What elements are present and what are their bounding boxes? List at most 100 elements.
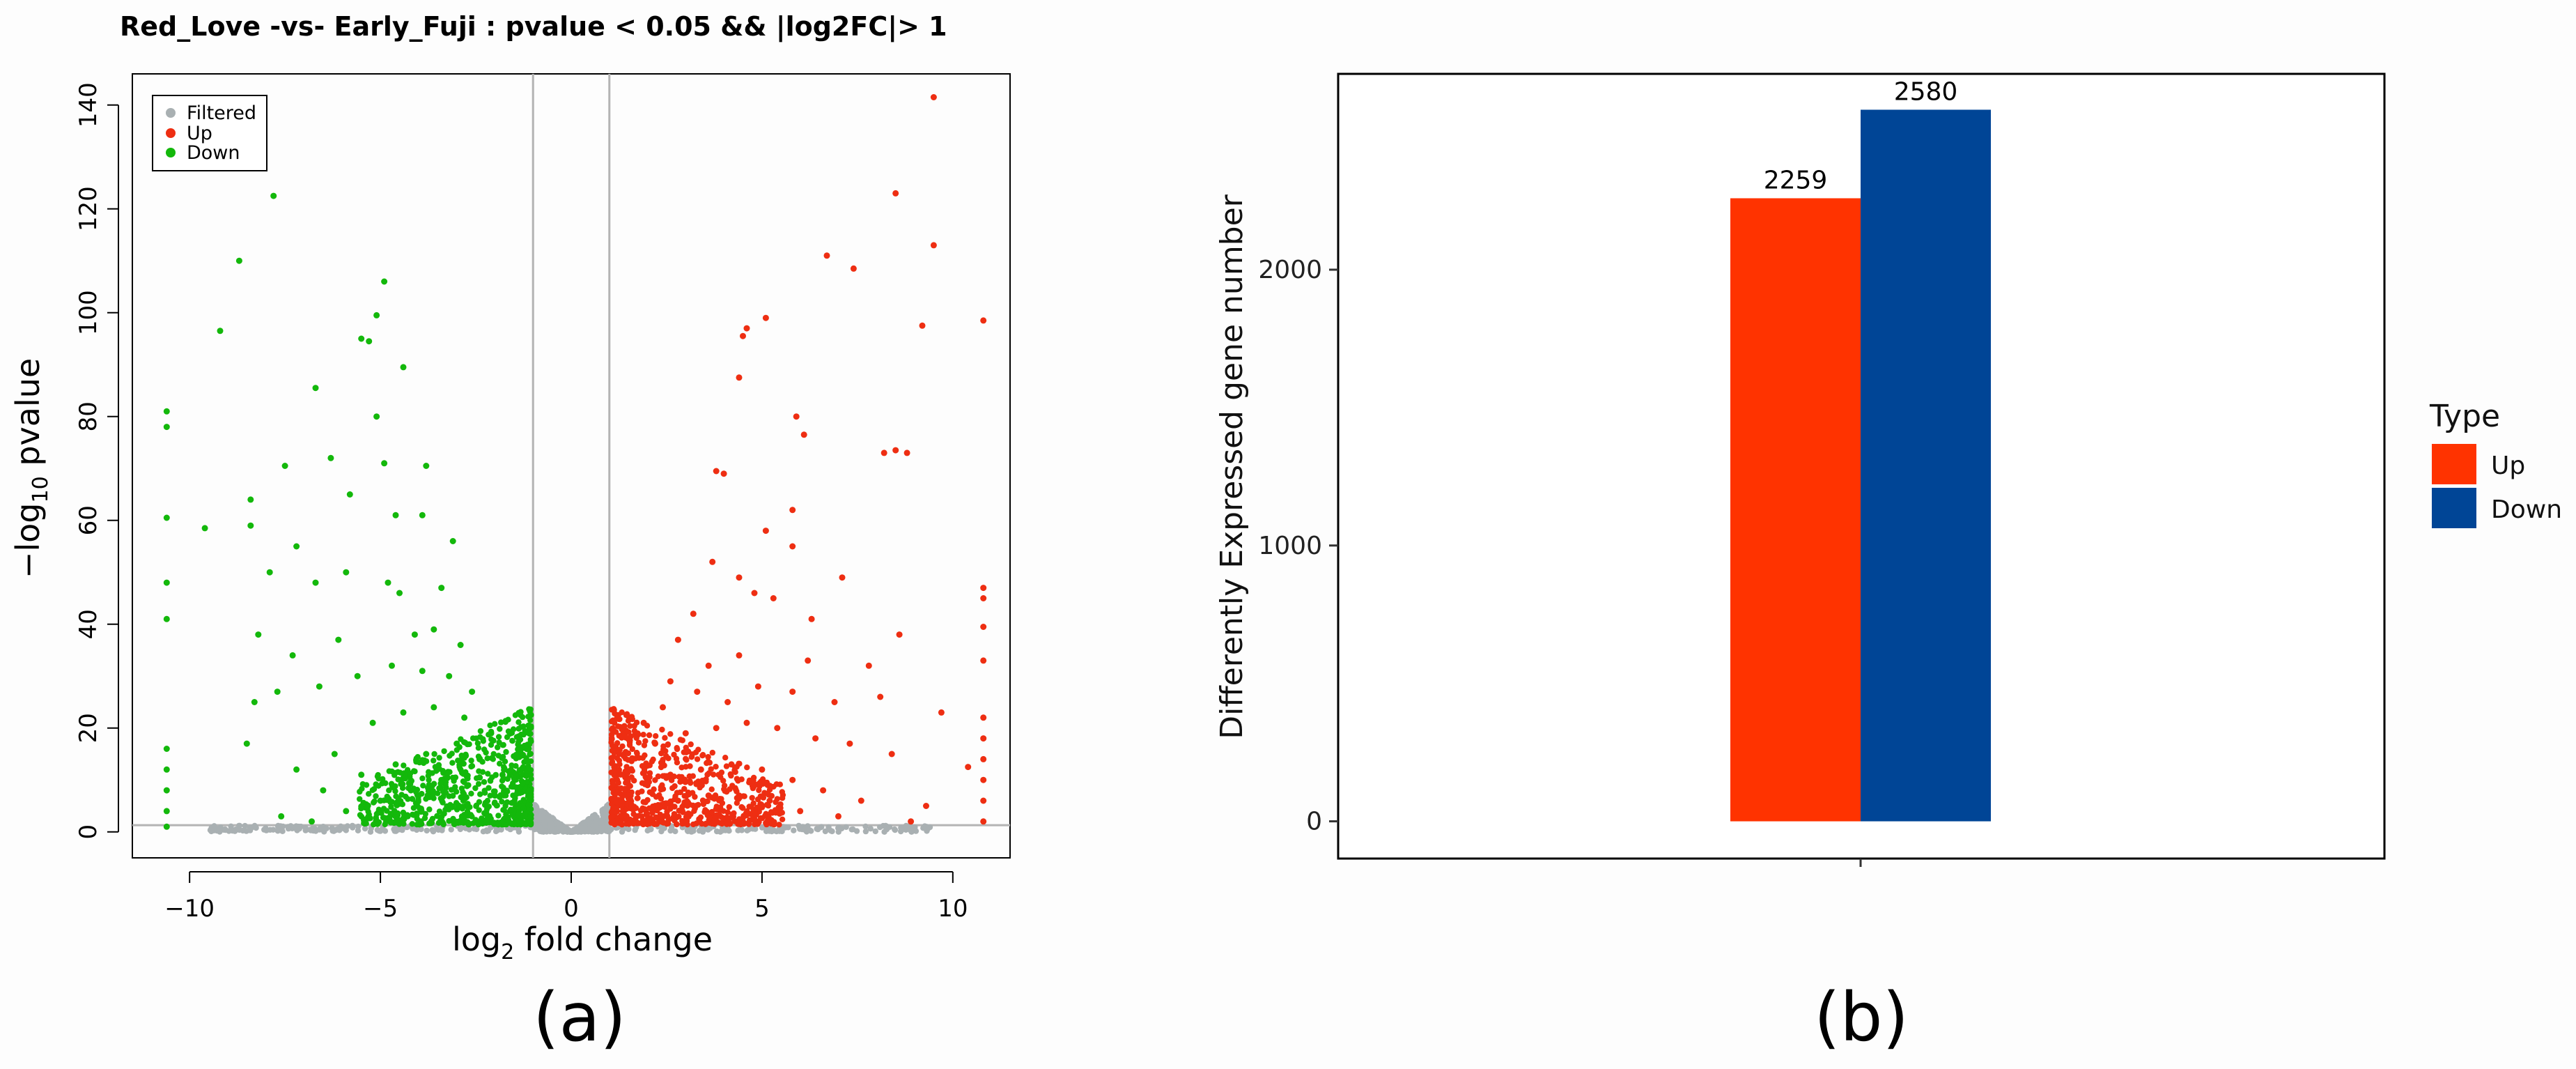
up-point xyxy=(628,766,635,772)
up-point xyxy=(722,755,729,761)
down-point xyxy=(414,812,420,818)
up-point xyxy=(720,470,727,477)
up-point xyxy=(643,811,650,817)
up-point xyxy=(744,764,750,771)
filtered-point xyxy=(839,825,845,832)
down-point xyxy=(327,454,334,461)
down-point xyxy=(443,790,449,796)
down-point xyxy=(380,776,386,783)
up-point xyxy=(713,803,720,810)
down-point xyxy=(417,805,423,812)
filtered-point xyxy=(867,825,874,832)
up-point xyxy=(708,808,715,815)
up-point xyxy=(653,821,660,827)
volcano-legend: Filtered Up Down xyxy=(152,95,267,171)
up-point xyxy=(639,770,646,776)
bar-legend-down-label: Down xyxy=(2491,495,2562,524)
down-point xyxy=(293,543,300,550)
down-point xyxy=(502,792,509,799)
filtered-point xyxy=(342,825,348,831)
up-point xyxy=(779,789,786,795)
filtered-point xyxy=(466,826,472,833)
up-point xyxy=(793,413,800,420)
legend-down-swatch xyxy=(2432,488,2476,528)
filtered-point xyxy=(632,826,638,833)
down-point xyxy=(476,799,483,806)
down-point xyxy=(316,683,323,690)
down-point xyxy=(437,780,444,787)
up-point xyxy=(658,750,665,757)
legend-up-swatch xyxy=(2432,444,2476,484)
down-point xyxy=(201,525,208,532)
down-point xyxy=(373,312,380,318)
up-point xyxy=(762,528,769,534)
down-point xyxy=(247,496,254,503)
down-point xyxy=(358,335,365,342)
up-point xyxy=(663,800,670,806)
up-point xyxy=(980,317,987,324)
filtered-point xyxy=(279,823,286,830)
up-point xyxy=(980,735,987,742)
up-point xyxy=(688,741,694,748)
down-point xyxy=(480,736,486,742)
down-point xyxy=(468,757,474,764)
down-point xyxy=(405,785,412,792)
down-point xyxy=(413,789,419,795)
down-point xyxy=(366,791,372,797)
filtered-point xyxy=(542,822,548,829)
down-point xyxy=(392,512,399,518)
up-point xyxy=(694,756,701,762)
down-point xyxy=(520,752,527,759)
up-point xyxy=(980,595,987,601)
bar-y-axis: 0 1000 2000 xyxy=(1258,256,1338,836)
up-point xyxy=(626,741,633,748)
filtered-point xyxy=(534,813,540,820)
up-point xyxy=(980,818,987,825)
down-point xyxy=(442,779,449,785)
up-point xyxy=(741,793,747,799)
down-point xyxy=(506,772,513,778)
up-point xyxy=(760,794,767,801)
down-point xyxy=(499,799,505,805)
down-point xyxy=(467,812,474,818)
up-point xyxy=(805,657,812,664)
down-point xyxy=(472,819,479,825)
volcano-y-tick-label: 100 xyxy=(75,290,102,335)
up-point xyxy=(736,374,743,381)
down-point xyxy=(475,753,482,760)
filtered-point xyxy=(590,813,596,820)
up-point xyxy=(735,778,741,784)
up-point xyxy=(659,726,665,733)
down-point xyxy=(419,668,426,675)
down-point xyxy=(360,800,366,807)
down-point xyxy=(525,763,532,769)
filtered-point xyxy=(862,823,869,830)
up-point xyxy=(779,816,786,823)
down-point xyxy=(460,803,466,810)
down-point xyxy=(465,772,471,779)
up-point xyxy=(623,780,629,786)
down-point xyxy=(466,821,472,828)
down-point xyxy=(357,788,363,795)
up-point xyxy=(665,741,671,748)
up-point xyxy=(736,760,743,767)
up-point xyxy=(644,723,651,729)
volcano-x-tick-label: 5 xyxy=(754,895,770,923)
down-point xyxy=(434,813,440,820)
up-point xyxy=(712,792,719,799)
down-point xyxy=(496,739,502,746)
up-point xyxy=(774,725,781,732)
down-point xyxy=(419,757,426,763)
up-point xyxy=(697,766,704,773)
filtered-point xyxy=(593,823,599,830)
up-point xyxy=(635,731,642,738)
up-point xyxy=(634,795,641,801)
down-point xyxy=(450,815,456,822)
up-point xyxy=(630,755,637,762)
down-point xyxy=(447,769,453,776)
filtered-point xyxy=(532,802,538,808)
down-point xyxy=(440,768,446,774)
up-point xyxy=(980,755,987,762)
up-point xyxy=(677,778,683,785)
up-point xyxy=(614,799,620,806)
